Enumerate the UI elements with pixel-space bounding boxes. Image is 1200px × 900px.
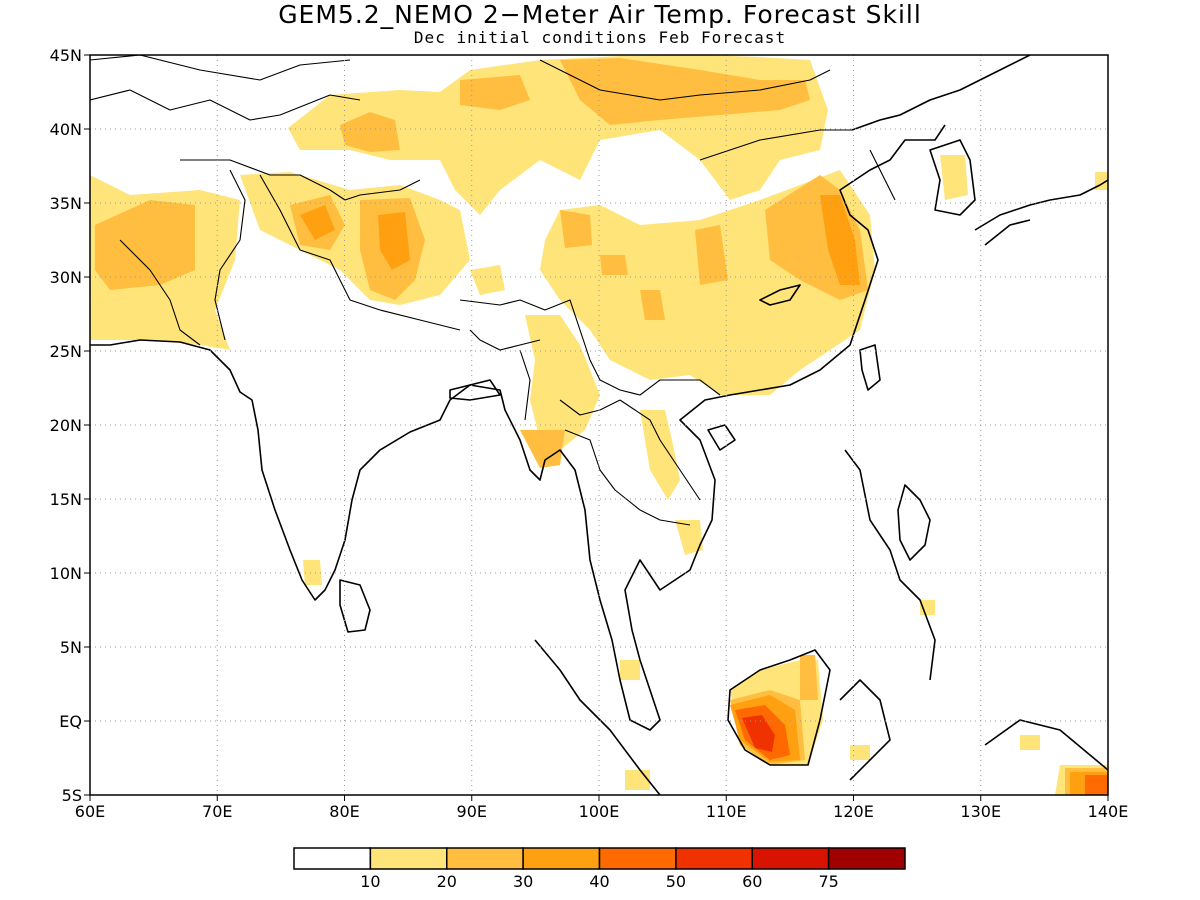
- colorbar-label: 75: [818, 872, 838, 891]
- lat-tick-label: 15N: [50, 490, 82, 509]
- lon-tick-label: 90E: [457, 802, 487, 821]
- lat-tick-label: 5S: [62, 786, 82, 805]
- axis-tick-labels: 60E 70E 80E 90E 100E 110E 120E 130E 140E 45N 40N 35…: [50, 46, 1129, 821]
- lat-tick-label: 30N: [50, 268, 82, 287]
- lon-tick-label: 120E: [833, 802, 874, 821]
- skill-level-50-60: [742, 715, 775, 752]
- colorbar-swatch: [369, 847, 448, 870]
- colorbar-label: 40: [589, 872, 609, 891]
- lat-tick-label: 5N: [60, 638, 82, 657]
- colorbar-swatch: [446, 847, 524, 870]
- map-title: GEM5.2_NEMO 2−Meter Air Temp. Forecast S…: [278, 0, 922, 29]
- lon-tick-label: 70E: [202, 802, 232, 821]
- lat-tick-label: EQ: [59, 712, 82, 731]
- colorbar-label: 60: [742, 872, 762, 891]
- coastlines: [90, 55, 1108, 795]
- lat-tick-label: 35N: [50, 194, 82, 213]
- lat-tick-label: 45N: [50, 46, 82, 65]
- lon-tick-label: 60E: [75, 802, 105, 821]
- colorbar-label: 50: [666, 872, 686, 891]
- colorbar: 10 20 30 40 50 60 75: [293, 847, 906, 891]
- colorbar-swatch: [522, 847, 601, 870]
- lon-tick-label: 80E: [329, 802, 359, 821]
- colorbar-label: 20: [437, 872, 457, 891]
- colorbar-swatch: [751, 847, 830, 870]
- colorbar-swatch: [293, 847, 372, 870]
- lon-tick-label: 100E: [579, 802, 620, 821]
- skill-shading: [90, 55, 1108, 795]
- colorbar-label: 30: [513, 872, 533, 891]
- colorbar-label: 10: [360, 872, 380, 891]
- lon-tick-label: 140E: [1088, 802, 1129, 821]
- colorbar-swatch: [827, 847, 906, 870]
- map-subtitle: Dec initial conditions Feb Forecast: [413, 28, 787, 47]
- axis-ticks: [84, 54, 1109, 801]
- lon-tick-label: 130E: [960, 802, 1001, 821]
- lat-tick-label: 10N: [50, 564, 82, 583]
- lon-tick-label: 110E: [706, 802, 747, 821]
- colorbar-swatch: [598, 847, 677, 870]
- map-gridlines: [90, 55, 1108, 795]
- country-borders: [90, 55, 896, 526]
- lat-tick-label: 40N: [50, 120, 82, 139]
- lat-tick-label: 25N: [50, 342, 82, 361]
- lat-tick-label: 20N: [50, 416, 82, 435]
- colorbar-swatch: [675, 847, 753, 870]
